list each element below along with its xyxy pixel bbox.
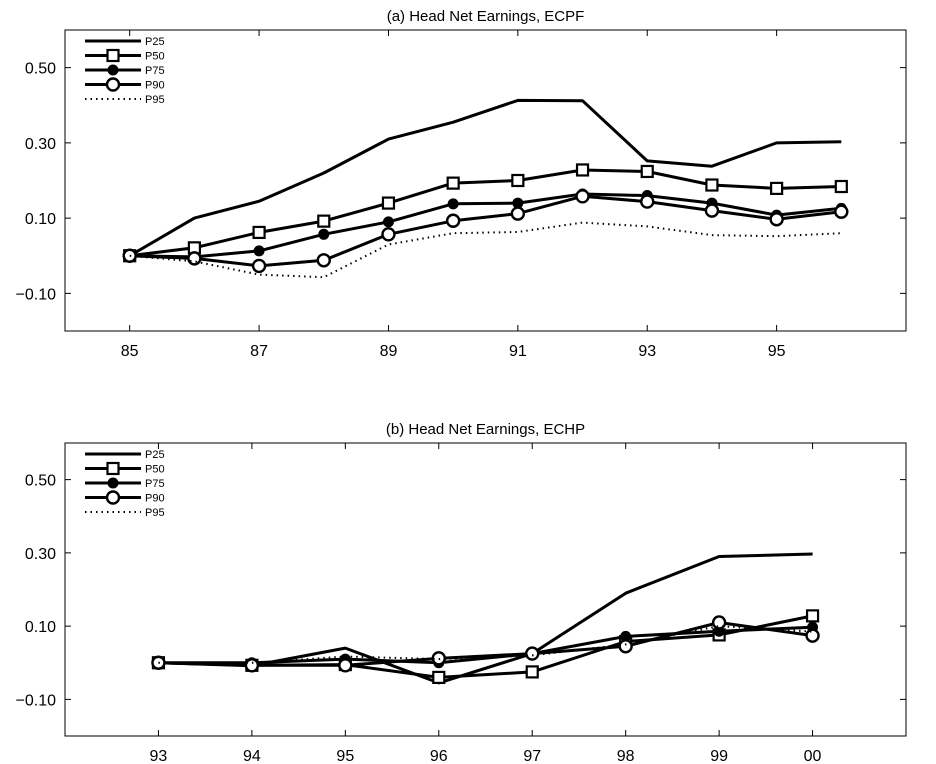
y-tick-label: 0.10 [25,619,56,636]
y-tick-label: −0.10 [16,286,57,303]
series-line-p90 [158,621,813,667]
data-point-p50 [805,609,820,623]
data-point-p50 [770,181,784,196]
data-point-p90 [338,658,353,673]
x-tick-label: 95 [336,748,354,764]
plot-frame [64,29,907,332]
data-point-p90 [251,258,267,274]
y-tick-label: 0.10 [25,211,56,228]
data-point-p90 [618,639,633,654]
x-tick-label: 97 [523,748,541,764]
data-point-p50 [252,225,266,240]
data-point-p50 [525,665,539,679]
legend-marker-p75 [107,64,119,76]
legend-label-p75: P75 [145,478,165,490]
series-line-p90 [129,194,842,268]
data-point-p90 [244,658,260,673]
legend-marker-p90 [105,77,121,92]
legend-marker-p50 [106,48,120,63]
panel-2: (b) Head Net Earnings, ECHP 0.50 0.30 0.10 −… [16,421,907,764]
data-point-p50 [381,196,396,210]
data-point-p75 [382,216,394,228]
series-p75 [124,188,847,263]
data-point-p90 [575,189,590,204]
legend-label-p95: P95 [145,507,165,519]
x-tick-label: 99 [710,748,728,764]
data-point-p90 [769,212,784,227]
x-tick-label: 96 [430,748,448,764]
legend-marker-p75 [107,477,119,489]
data-point-p90 [187,251,202,266]
data-point-p75 [447,198,459,210]
data-point-p50 [317,214,331,228]
data-point-p50 [834,179,848,194]
series-p95 [129,221,842,279]
legend-label-p50: P50 [145,51,165,63]
data-point-p75 [253,245,265,257]
legend: P25 P50 P75 P90 P95 [85,36,165,106]
x-tick-label: 94 [243,748,261,764]
x-tick-label: 85 [121,343,139,360]
series-line-p25 [128,98,842,258]
chart-title: (b) Head Net Earnings, ECHP [386,421,585,438]
legend-label-p90: P90 [145,493,165,505]
y-tick-label: 0.30 [25,136,56,153]
y-tick-label: 0.50 [25,61,56,78]
data-point-p50 [705,178,719,192]
legend: P25 P50 P75 P90 P95 [85,449,165,519]
data-point-p90 [525,646,540,661]
y-tick-label: 0.50 [25,473,56,490]
data-point-p90 [704,203,720,218]
x-tick-label: 91 [509,343,527,360]
x-tick-label: 89 [380,343,398,360]
series-line-p50 [129,168,842,258]
data-point-p90 [834,204,849,219]
x-tick-label: 87 [250,343,268,360]
data-point-p90 [711,615,727,630]
y-tick-label: 0.30 [25,546,56,563]
legend-label-p95: P95 [145,94,165,106]
legend-label-p75: P75 [145,65,165,77]
legend-label-p25: P25 [145,449,165,461]
series-line-p75 [158,625,813,665]
data-point-p50 [575,163,590,177]
series-p90 [122,189,849,274]
data-point-p90 [805,628,820,643]
chart-title: (a) Head Net Earnings, ECPF [387,8,585,25]
legend-marker-p50 [106,461,120,476]
x-tick-label: 93 [150,748,168,764]
y-tick-label: −0.10 [16,692,57,709]
data-point-p90 [510,206,526,221]
legend-label-p50: P50 [145,464,165,476]
legend-label-p25: P25 [145,36,165,48]
data-point-p50 [640,164,654,179]
data-point-p75 [318,228,330,240]
x-tick-label: 00 [804,748,822,764]
data-point-p90 [445,213,461,228]
legend-marker-p90 [105,490,121,505]
data-point-p90 [316,253,331,268]
data-point-p50 [511,173,525,188]
plot-frame [64,442,907,737]
data-point-p90 [381,227,396,242]
series-p25 [128,98,842,258]
data-point-p90 [122,248,137,263]
x-tick-label: 93 [638,343,656,360]
x-tick-label: 95 [768,343,786,360]
panel-1: (a) Head Net Earnings, ECPF 0.50 0.30 0.10 −… [16,8,907,360]
series-line-p95 [129,221,842,279]
data-point-p50 [432,670,446,685]
series-line-p75 [129,192,842,259]
x-tick-label: 98 [617,748,635,764]
legend-label-p90: P90 [145,80,165,92]
data-point-p90 [640,194,655,209]
data-point-p50 [446,176,460,190]
